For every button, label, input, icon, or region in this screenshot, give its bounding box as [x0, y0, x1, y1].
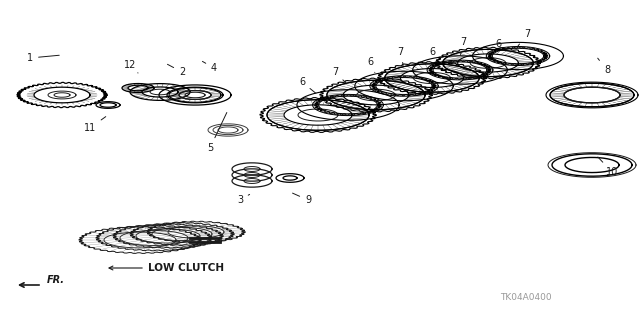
Text: 11: 11 — [84, 117, 106, 133]
Text: 7: 7 — [332, 67, 346, 83]
Text: 9: 9 — [292, 193, 311, 205]
Text: 6: 6 — [490, 39, 501, 53]
Text: 6: 6 — [429, 47, 435, 65]
Text: TK04A0400: TK04A0400 — [500, 293, 552, 302]
Text: 7: 7 — [397, 47, 403, 65]
Text: 4: 4 — [202, 61, 217, 73]
Text: 2: 2 — [168, 64, 185, 77]
Text: 8: 8 — [598, 58, 610, 75]
Text: 3: 3 — [237, 194, 250, 205]
Text: 12: 12 — [124, 60, 138, 73]
Text: 6: 6 — [299, 77, 316, 93]
Text: 7: 7 — [518, 29, 530, 46]
Text: 10: 10 — [598, 157, 618, 177]
Text: 5: 5 — [207, 113, 227, 153]
Text: 1: 1 — [27, 53, 60, 63]
Text: FR.: FR. — [47, 275, 65, 285]
Text: 6: 6 — [367, 57, 375, 72]
Text: 7: 7 — [460, 37, 466, 55]
Text: LOW CLUTCH: LOW CLUTCH — [148, 263, 224, 273]
